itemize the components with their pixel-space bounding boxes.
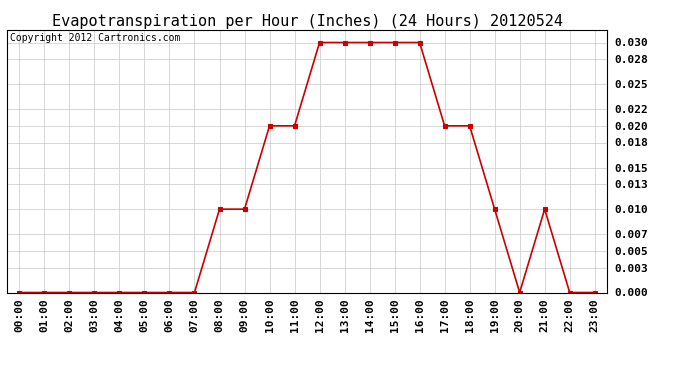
Text: Copyright 2012 Cartronics.com: Copyright 2012 Cartronics.com xyxy=(10,33,180,43)
Title: Evapotranspiration per Hour (Inches) (24 Hours) 20120524: Evapotranspiration per Hour (Inches) (24… xyxy=(52,14,562,29)
